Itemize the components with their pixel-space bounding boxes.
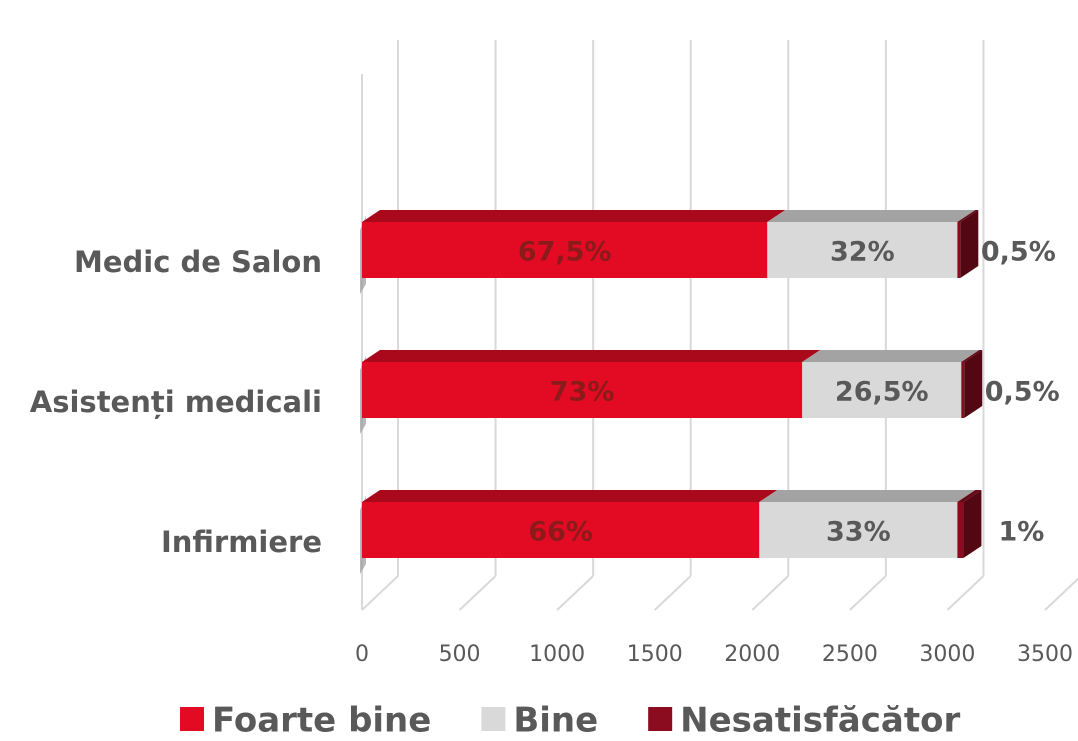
bar-front [957,222,961,278]
bar-front [767,222,958,278]
floor-grid-line [361,575,399,611]
bar-top [362,350,821,362]
bar-segment [802,350,980,418]
bar-side [963,490,982,558]
data-label: 26,5% [835,377,929,408]
legend-label: Foarte bine [212,701,431,741]
bar-front [362,502,760,558]
data-label: 0,5% [981,237,1056,268]
x-tick-label: 3500 [1017,642,1073,667]
category-label: Medic de Salon [74,245,322,279]
legend-label: Nesatisfăcător [680,701,960,741]
bar-top [362,210,786,222]
data-label: 33% [826,517,891,548]
bar-top [362,490,778,502]
bar-top [802,350,980,362]
data-label: 66% [528,517,593,548]
bar-top [767,210,976,222]
legend-swatch [481,707,506,731]
floor-grid-line [556,575,594,611]
floor-grid-line [1044,577,1078,611]
legend-swatch [180,707,204,731]
floor-grid-line [458,575,497,611]
bar-front [759,502,958,558]
floor-grid-line [654,575,692,611]
bar-segment [767,210,976,278]
bar-front [362,362,803,418]
data-label: 0,5% [985,377,1060,408]
floor-grid-line [849,575,887,611]
x-tick-label: 2000 [724,642,780,667]
x-tick-label: 0 [355,642,369,667]
bar-top [961,350,983,362]
x-tick-label: 2500 [822,642,878,667]
legend-swatch [648,707,673,731]
floor-grid-line [946,575,985,611]
bar-front [957,502,964,558]
x-tick-label: 1500 [627,642,683,667]
bar-top [957,210,979,222]
bar-side [960,210,979,278]
data-label: 32% [830,237,895,268]
bar-top [957,490,982,502]
data-label: 67,5% [518,237,612,268]
bar-front [961,362,965,418]
bar-segment [362,490,778,558]
x-tick-label: 1000 [529,642,585,667]
floor-grid-line [751,575,789,611]
bar-side [964,350,983,418]
legend-label: Bine [513,701,598,741]
x-tick-label: 500 [439,642,481,667]
bar-top [759,490,976,502]
bar-segment [961,350,983,418]
category-label: Infirmiere [161,525,322,559]
category-label: Asistenți medicali [30,385,322,419]
bar-front [802,362,962,418]
x-tick-label: 3000 [919,642,975,667]
bar-segment [362,350,821,418]
bar-segment [362,210,786,278]
data-label: 73% [550,377,615,408]
bar-segment [759,490,976,558]
bar-segment [957,490,982,558]
bar-front [362,222,768,278]
bar-segment [957,210,979,278]
data-label: 1% [999,517,1045,548]
